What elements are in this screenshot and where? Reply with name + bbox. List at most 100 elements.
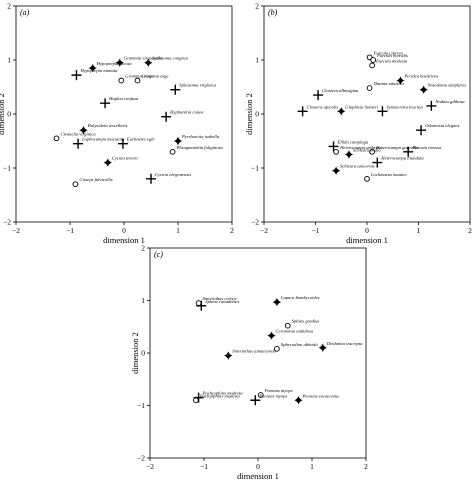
point-label: Peridea basitriens	[403, 74, 438, 79]
y-tick-label: 0	[255, 110, 259, 119]
point-label: Cisseps fulvicollis	[79, 177, 113, 182]
data-point: Grammia virgo	[118, 74, 154, 84]
plus-marker	[117, 138, 128, 149]
filled-star-marker	[115, 58, 124, 67]
data-point: Peridea basitriens	[396, 74, 438, 85]
data-point: Lapara bombycoides	[272, 295, 320, 307]
y-tick-label: 1	[7, 56, 11, 65]
x-tick-label: −1	[66, 226, 74, 235]
x-tick-label: −1	[312, 226, 320, 235]
x-tick-label: −2	[260, 226, 268, 235]
x-axis-label: dimension 1	[103, 235, 145, 245]
data-point: Paonias myops	[257, 388, 293, 398]
point-label: Odontosia elegans	[425, 123, 460, 128]
plus-marker	[161, 111, 172, 122]
open-circle-marker	[364, 175, 370, 182]
point-label: Sphinx canadensis	[205, 299, 239, 304]
data-point: Cisseps fulvicollis	[72, 177, 113, 188]
point-label: Grammia virgo	[125, 74, 154, 79]
plus-marker	[426, 100, 437, 111]
point-label: Deidamia inscripta	[326, 341, 363, 346]
data-point: Grammia virguncula	[115, 56, 163, 67]
x-tick-label: 1	[176, 226, 180, 235]
filled-star-marker	[396, 76, 405, 85]
y-tick-label: −2	[3, 218, 11, 227]
y-axis-label: dimension 2	[0, 93, 6, 135]
x-tick-label: 2	[230, 226, 234, 235]
y-tick-label: −1	[251, 164, 259, 173]
point-label: Ceratomia undulosa	[276, 329, 314, 334]
panel-label: (c)	[154, 250, 163, 259]
x-tick-label: 0	[256, 462, 260, 471]
data-point: Notodonta simplaria	[419, 83, 467, 94]
data-point: Ellida caniplaga	[328, 139, 369, 152]
point-label: Notodonta simplaria	[427, 83, 467, 88]
data-point: Gluphisia lintneri	[337, 104, 379, 116]
point-label: Schizura badia	[353, 148, 381, 153]
x-tick-label: 1	[417, 226, 421, 235]
filled-star-marker	[88, 63, 97, 73]
open-circle-marker	[53, 135, 60, 142]
point-label: Heterocampa biundata	[380, 156, 424, 161]
y-tick-label: 1	[141, 296, 145, 305]
x-tick-label: −2	[12, 226, 20, 235]
data-point: Hyphantria cunea	[161, 110, 204, 122]
plus-marker	[250, 395, 261, 406]
point-label: Smerinthus jamaicensis	[232, 349, 276, 354]
y-tick-label: 2	[255, 2, 259, 11]
plus-marker	[328, 141, 339, 152]
point-label: Lapara bombycoides	[280, 295, 320, 300]
data-point: Sphinx gordius	[284, 319, 319, 329]
plus-marker	[71, 70, 82, 81]
point-label: Clostera apicalis	[307, 104, 339, 109]
data-point: Furcula modesta	[369, 58, 408, 69]
x-axis-label: dimension 1	[237, 471, 279, 481]
open-circle-marker	[72, 181, 79, 188]
point-label: Spilosoma congrua	[152, 56, 188, 61]
x-tick-label: −1	[200, 462, 208, 471]
point-label: Hyphantria cunea	[169, 110, 204, 115]
filled-star-marker	[337, 107, 346, 116]
open-circle-marker	[366, 85, 373, 91]
y-tick-label: −2	[137, 454, 145, 463]
data-point: Grammia arge	[134, 74, 169, 84]
point-label: Furcula borealis	[376, 53, 408, 58]
data-point: Cycnia oregonensis	[146, 172, 191, 184]
y-tick-label: 0	[141, 349, 145, 358]
point-label: Cycnia oregonensis	[155, 172, 191, 177]
open-circle-marker	[370, 57, 377, 63]
filled-star-marker	[224, 351, 233, 360]
data-point: Cycnia tenera	[103, 156, 139, 167]
x-tick-label: 0	[365, 226, 369, 235]
point-label: Grammia virguncula	[124, 56, 163, 61]
open-circle-marker	[333, 148, 339, 155]
open-circle-marker	[257, 392, 264, 398]
data-point: Hypoprepia fucosa	[88, 61, 133, 73]
plus-marker	[73, 138, 84, 149]
open-circle-marker	[284, 322, 291, 329]
plus-marker	[100, 98, 111, 109]
filled-star-marker	[419, 85, 428, 94]
point-label: Ellida caniplaga	[337, 139, 369, 144]
point-label: Pyrrharctia isabella	[181, 134, 220, 139]
point-label: Symmerista leucitys	[386, 104, 423, 109]
point-label: Pachysphinx modesta	[202, 391, 244, 396]
data-point: Sphecodina abbottii	[274, 342, 318, 352]
point-label: Spilosoma virginica	[179, 83, 216, 88]
panel-b: −2 −1 0 1 2 2 1 0 −1 −2 dimension 1 dimension 2 (b) F…	[244, 2, 472, 245]
plus-marker	[196, 300, 207, 311]
x-tick-label: 0	[122, 226, 126, 235]
filled-star-marker	[267, 331, 276, 340]
data-point: Smerinthus jamaicensis	[224, 349, 276, 360]
data-point: Heterocampa guttivitta	[369, 145, 419, 155]
data-point: Lophocampa maculata	[73, 137, 125, 149]
plus-marker	[313, 90, 324, 101]
data-point: Paonias myops	[250, 393, 287, 406]
y-tick-label: 0	[7, 110, 11, 119]
point-label: Cycnia tenera	[112, 156, 139, 161]
data-point: Ceratomia undulosa	[267, 329, 314, 340]
point-label: Hypoprepia miniata	[79, 68, 118, 73]
point-label: Hypoprepia fucosa	[96, 61, 133, 66]
data-point: Heterocampa biundata	[372, 156, 424, 168]
